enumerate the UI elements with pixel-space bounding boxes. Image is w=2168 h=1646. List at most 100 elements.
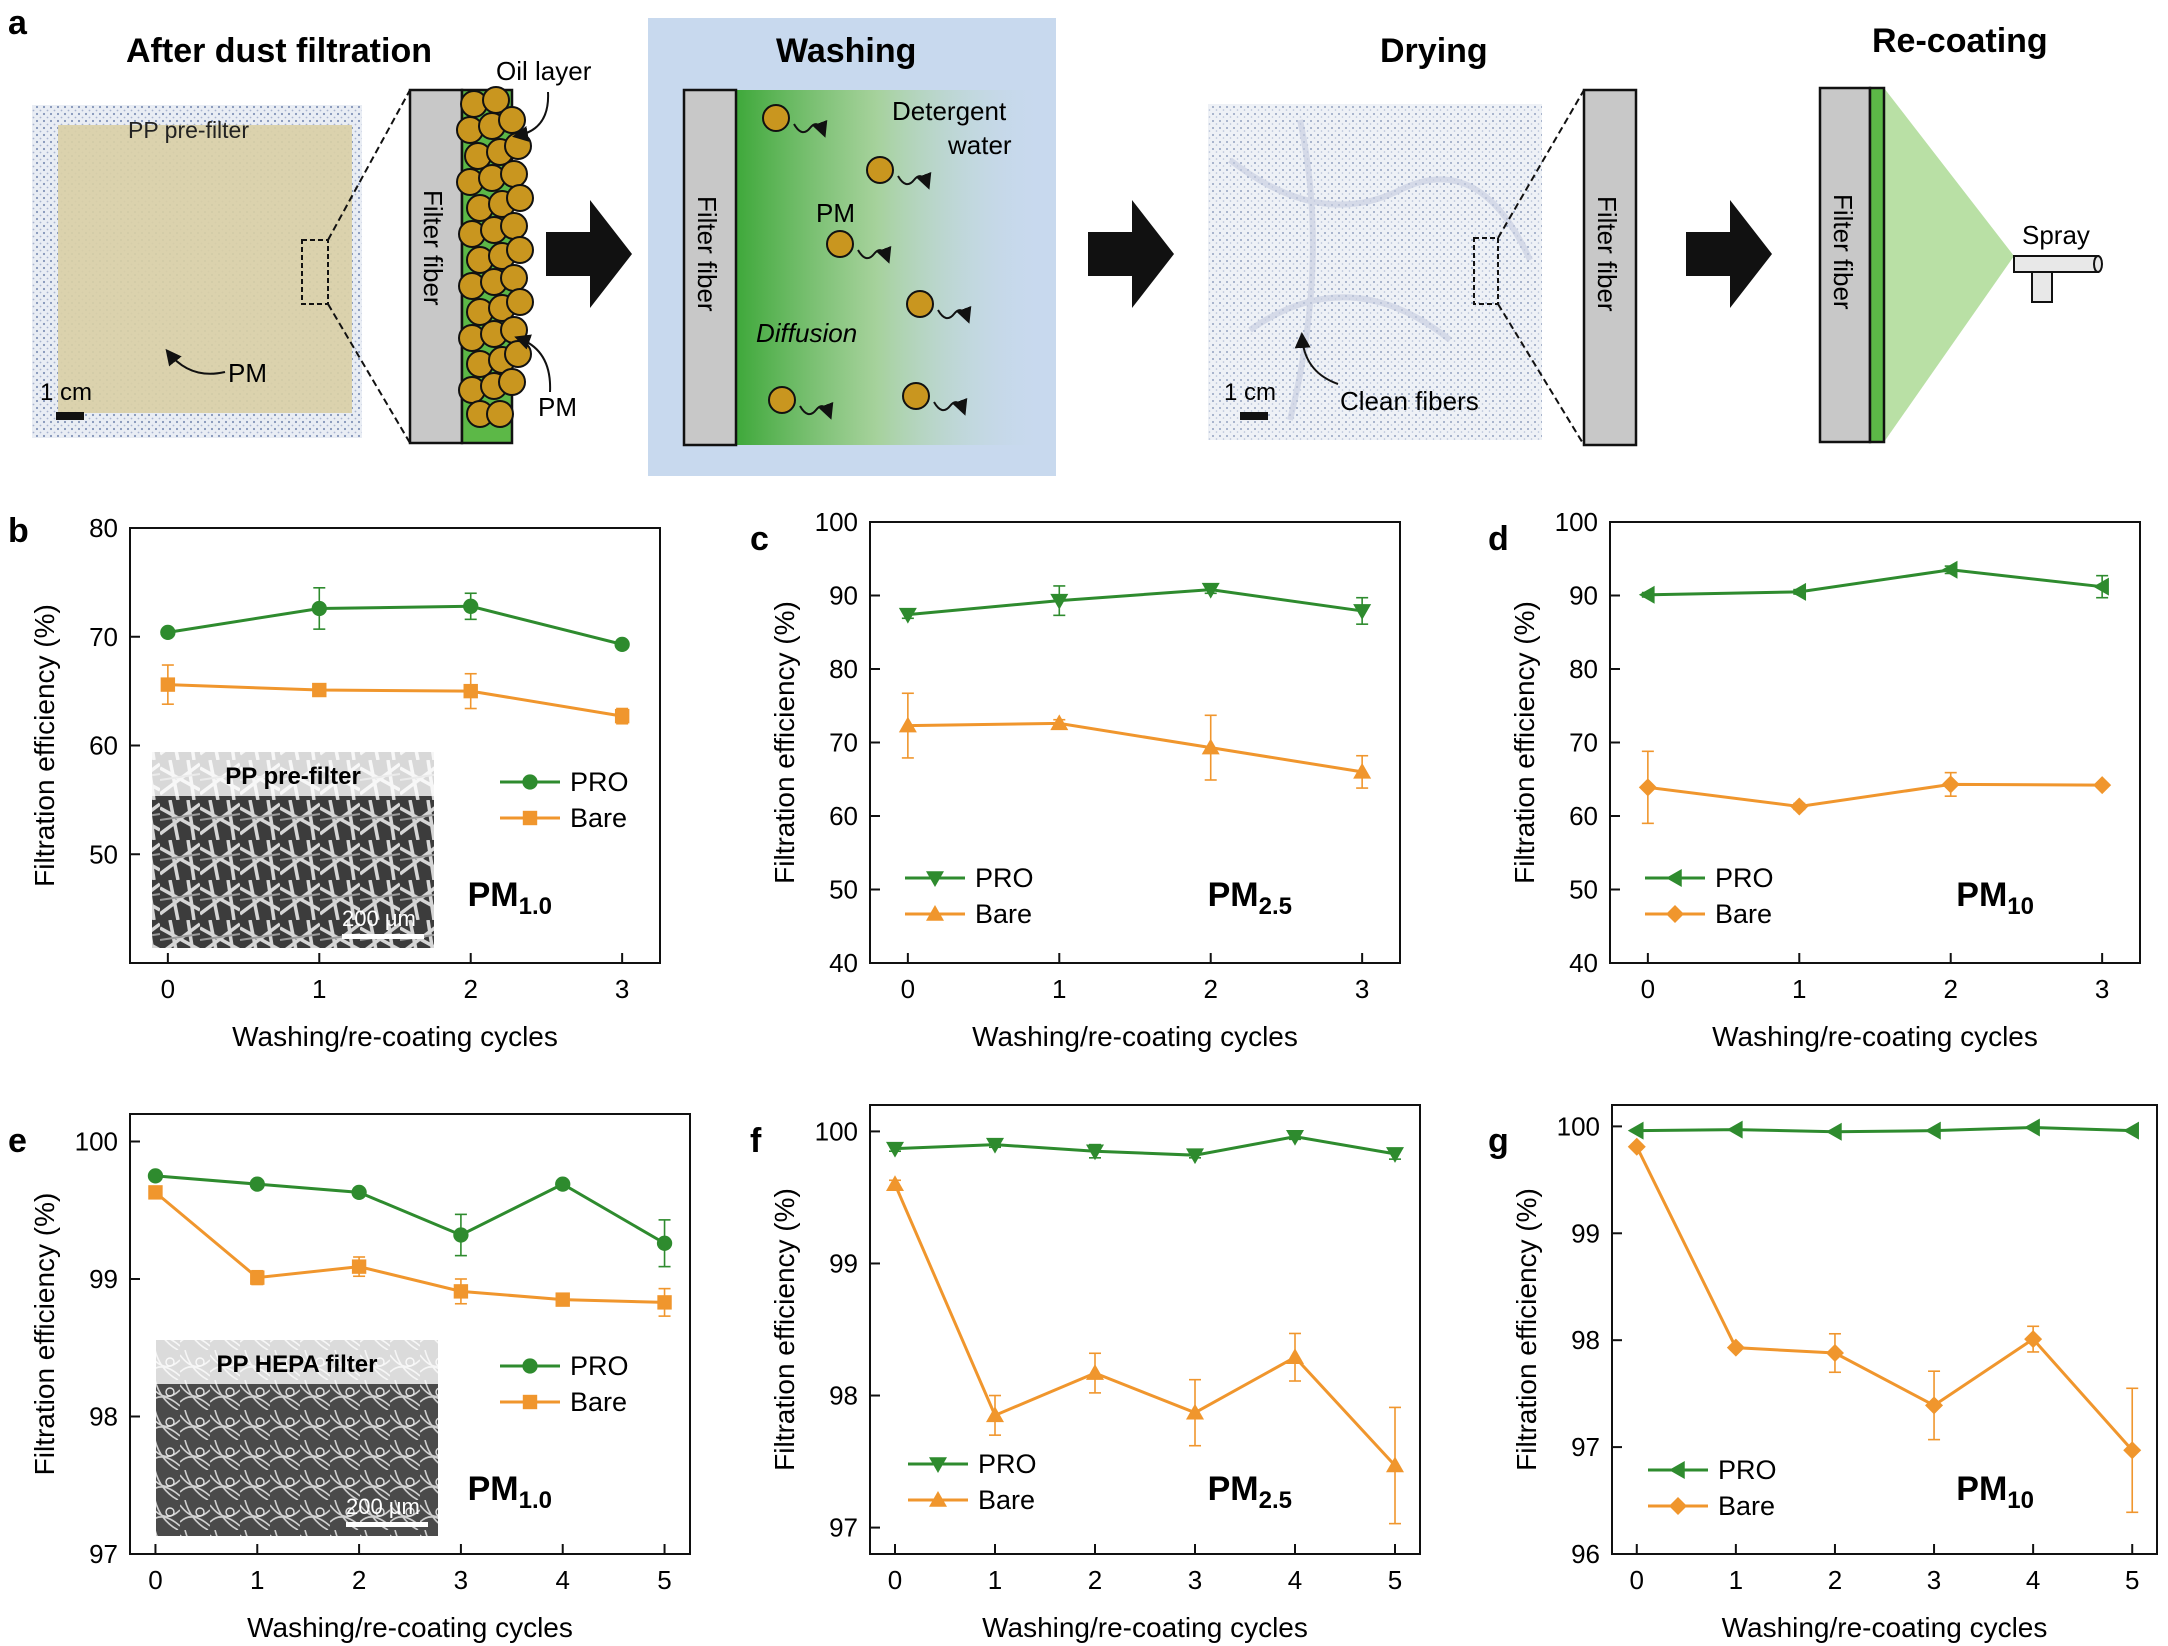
pm-particle bbox=[768, 386, 796, 414]
x-tick-label: 3 bbox=[1188, 1565, 1202, 1595]
y-tick-label: 70 bbox=[1569, 728, 1598, 758]
legend: PRO Bare bbox=[1645, 863, 1774, 929]
y-tick-label: 40 bbox=[829, 948, 858, 978]
y-tick-label: 100 bbox=[1557, 1111, 1600, 1141]
y-tick-label: 99 bbox=[89, 1264, 118, 1294]
series-pro bbox=[160, 587, 630, 653]
legend-label: Bare bbox=[975, 899, 1032, 929]
panel-letter: b bbox=[8, 512, 29, 550]
data-point bbox=[2093, 776, 2112, 795]
data-point bbox=[2024, 1330, 2043, 1349]
legend-label: PRO bbox=[570, 1351, 629, 1381]
panel-letter: e bbox=[8, 1122, 27, 1160]
series-line bbox=[1647, 782, 2103, 808]
panel-a-schematic: a After dust filtration PP pre-filter PM… bbox=[8, 4, 2103, 476]
x-tick-label: 2 bbox=[1203, 974, 1217, 1004]
data-point bbox=[1825, 1122, 1842, 1141]
data-point bbox=[898, 716, 917, 733]
data-point bbox=[2123, 1441, 2142, 1460]
pm-size-label: PM2.5 bbox=[1208, 876, 1292, 920]
x-tick-label: 1 bbox=[1052, 974, 1066, 1004]
x-tick-label: 1 bbox=[988, 1565, 1002, 1595]
y-tick-label: 80 bbox=[1569, 654, 1598, 684]
data-point bbox=[886, 1175, 904, 1191]
x-tick-label: 5 bbox=[2125, 1565, 2139, 1595]
legend-label: Bare bbox=[978, 1485, 1035, 1515]
data-point bbox=[1638, 585, 1655, 604]
scale-bar-dry bbox=[1240, 412, 1268, 420]
clean-fibers-label: Clean fibers bbox=[1340, 386, 1479, 416]
filter-fiber-block-wash bbox=[682, 88, 738, 447]
data-point bbox=[1941, 775, 1960, 794]
series-line bbox=[1635, 1146, 2134, 1452]
x-tick-label: 5 bbox=[657, 1565, 671, 1595]
data-point bbox=[986, 1406, 1004, 1423]
legend-label: PRO bbox=[570, 767, 629, 797]
series-line bbox=[1647, 568, 2103, 597]
zoom-box-dry bbox=[1473, 237, 1499, 305]
data-point bbox=[929, 1457, 947, 1473]
pm-particle bbox=[506, 288, 534, 316]
data-point bbox=[926, 871, 944, 887]
inset-label-band bbox=[152, 752, 434, 796]
inset-scale-label: 200 μm bbox=[342, 906, 416, 931]
data-point bbox=[1201, 738, 1220, 755]
series-line bbox=[167, 683, 623, 718]
data-point bbox=[160, 624, 176, 641]
data-point bbox=[312, 682, 327, 698]
data-point bbox=[555, 1176, 571, 1192]
panel-letter: g bbox=[1488, 1122, 1509, 1160]
data-point bbox=[1925, 1396, 1944, 1415]
legend-label: PRO bbox=[978, 1449, 1037, 1479]
data-point bbox=[1627, 1121, 1644, 1140]
series-line bbox=[155, 1174, 666, 1245]
y-tick-label: 70 bbox=[89, 622, 118, 652]
y-tick-label: 100 bbox=[815, 1116, 858, 1146]
x-tick-label: 3 bbox=[615, 974, 629, 1004]
filter-fiber-block-dry bbox=[1582, 88, 1638, 447]
drying-title: Drying bbox=[1380, 32, 1488, 70]
x-tick-label: 4 bbox=[1288, 1565, 1302, 1595]
x-axis-label: Washing/re-coating cycles bbox=[232, 1021, 558, 1052]
new-coating-layer bbox=[1868, 86, 1886, 444]
panel-letter: d bbox=[1488, 520, 1509, 558]
pm-particle bbox=[902, 382, 930, 410]
inset-scale-bar bbox=[342, 934, 424, 939]
y-axis-label: Filtration efficiency (%) bbox=[769, 601, 800, 884]
data-point bbox=[926, 905, 944, 921]
chart-panel-e: e 97 98 99 100 0 1 2 3 4 5 Washing/re-coating cycle… bbox=[8, 1113, 691, 1643]
data-point bbox=[2024, 1118, 2040, 1137]
filter-fiber-block-a bbox=[408, 88, 464, 445]
spray-nozzle-icon bbox=[2013, 255, 2103, 303]
data-point bbox=[1666, 869, 1682, 887]
detergent-label-line2: water bbox=[947, 130, 1012, 160]
x-tick-label: 2 bbox=[1943, 974, 1957, 1004]
clean-fiber-pointer bbox=[1294, 332, 1339, 385]
plot-frame bbox=[1609, 521, 2141, 964]
recoating-title: Re-coating bbox=[1872, 22, 2048, 60]
y-tick-label: 90 bbox=[1569, 581, 1598, 611]
data-point bbox=[1050, 714, 1069, 731]
data-point bbox=[1925, 1121, 1941, 1140]
y-tick-label: 50 bbox=[1569, 875, 1598, 905]
series-pro bbox=[1638, 560, 2109, 604]
data-point bbox=[2093, 577, 2109, 596]
process-arrow-2 bbox=[1088, 200, 1174, 308]
pm-particle-label-a: PM bbox=[538, 392, 577, 422]
detergent-label-line1: Detergent bbox=[892, 96, 1007, 126]
legend-label: Bare bbox=[1715, 899, 1772, 929]
x-tick-label: 0 bbox=[901, 974, 915, 1004]
x-tick-label: 2 bbox=[352, 1565, 366, 1595]
y-tick-label: 98 bbox=[1571, 1325, 1600, 1355]
series-bare bbox=[160, 664, 630, 725]
legend: PRO Bare bbox=[500, 767, 629, 833]
inset-scale-label: 200 μm bbox=[346, 1494, 420, 1519]
chart-panel-f: f 97 98 99 100 0 1 2 3 4 5 Washing/re-coating cycle… bbox=[750, 1104, 1421, 1643]
series-line bbox=[167, 604, 623, 646]
pm-particle-pointer bbox=[514, 334, 552, 393]
data-point bbox=[656, 1235, 673, 1251]
data-point bbox=[614, 636, 630, 653]
data-point bbox=[2123, 1121, 2139, 1140]
inset-label-band bbox=[156, 1340, 438, 1384]
